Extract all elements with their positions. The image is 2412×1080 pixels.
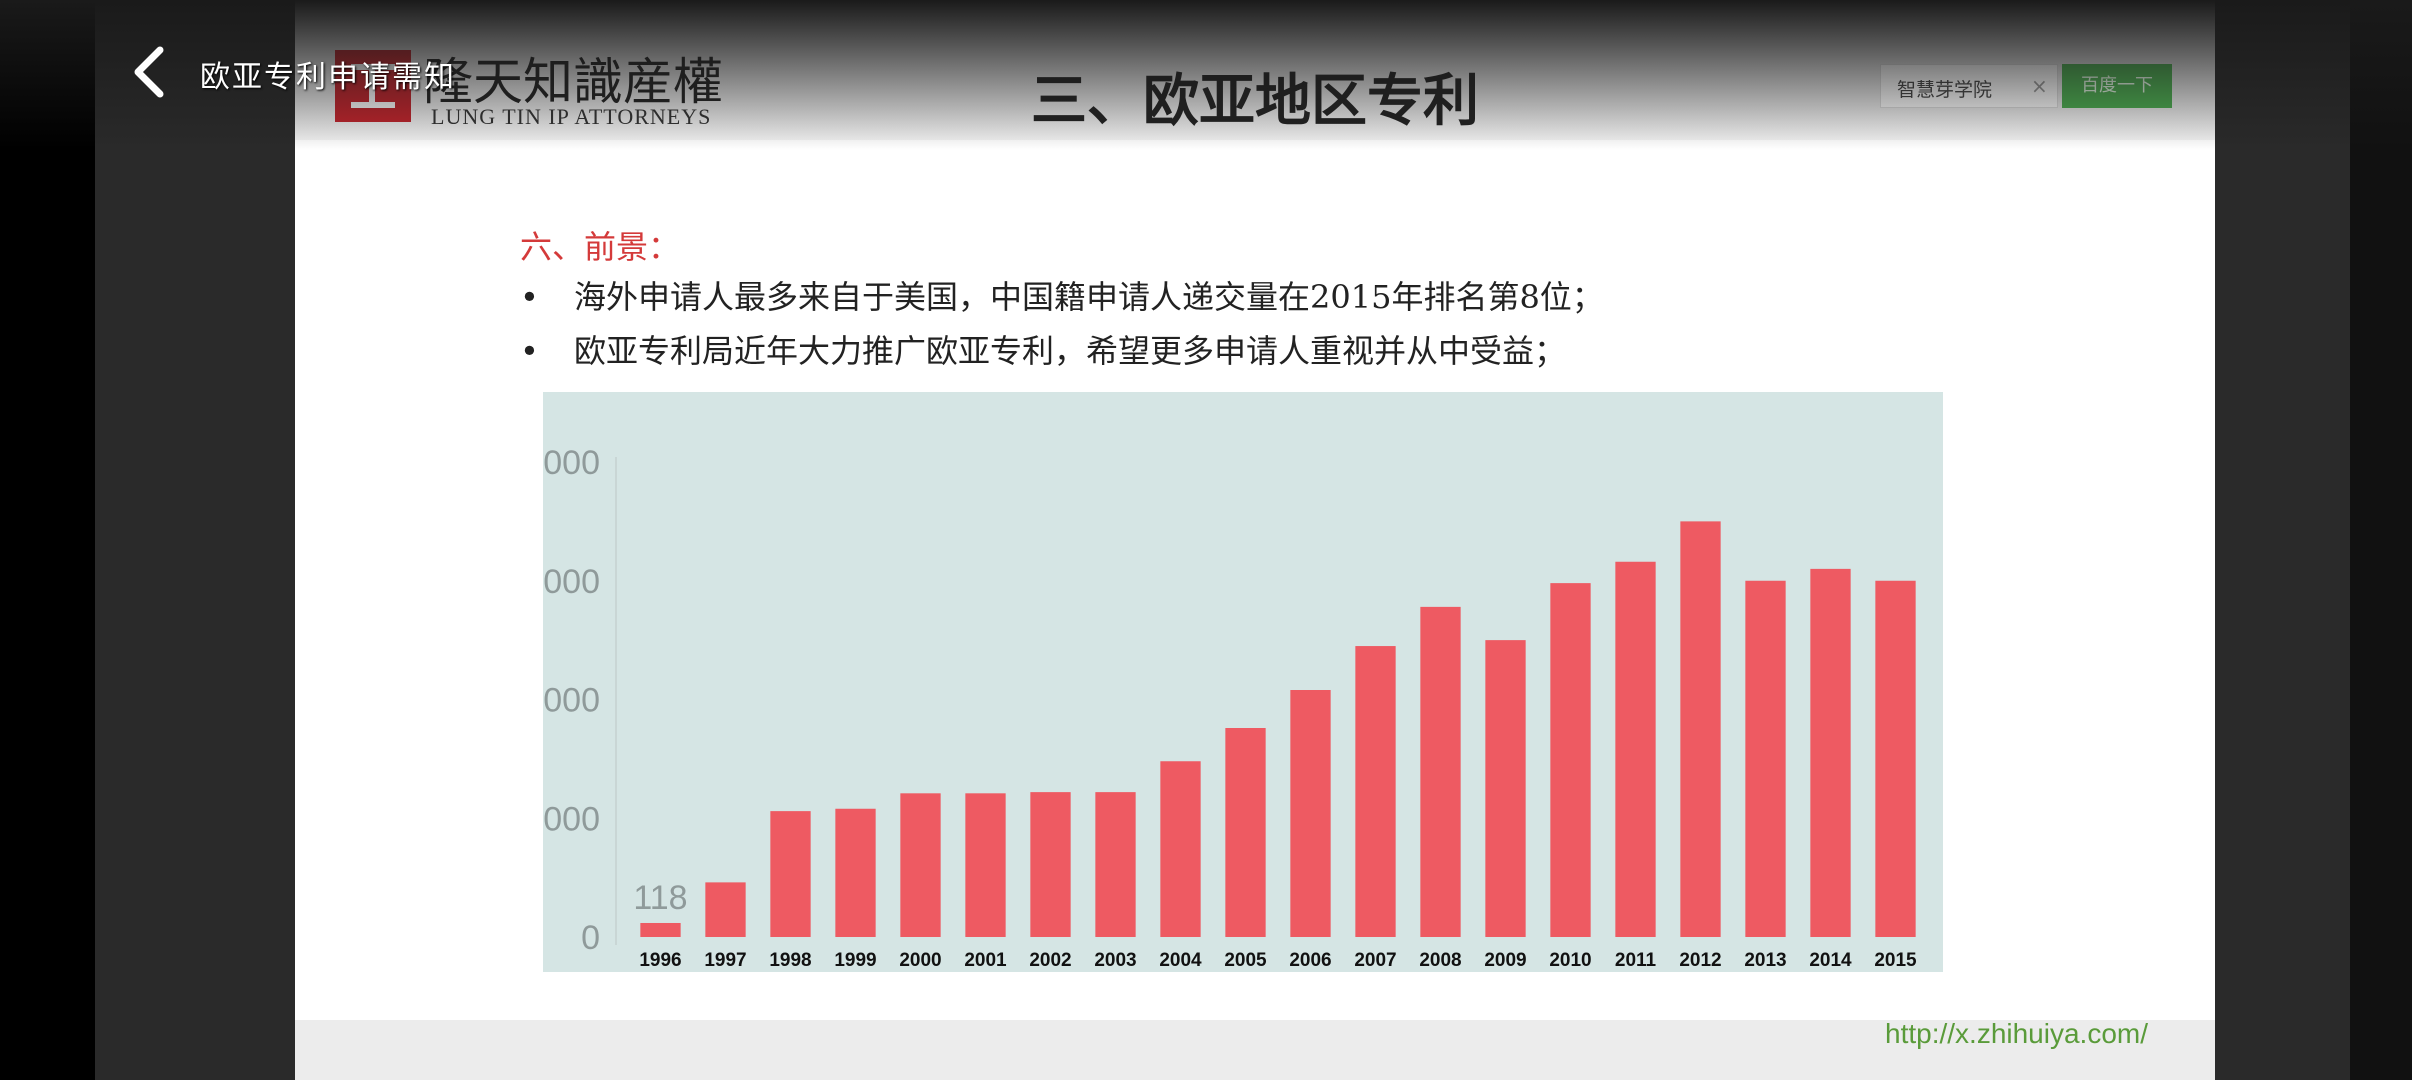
footer-url[interactable]: http://x.zhihuiya.com/ [1885,1018,2148,1050]
bar-2011 [1615,562,1655,937]
bar-2002 [1030,792,1070,937]
y-tick-label: 1000 [543,800,600,838]
x-tick-label: 2004 [1159,950,1202,971]
x-tick-label: 2014 [1809,950,1852,971]
x-tick-label: 2001 [964,950,1007,971]
y-tick-label: 3000 [543,563,600,601]
bar-2014 [1810,569,1850,937]
section-heading: 六、前景： [520,222,680,268]
bullet-icon: • [520,278,574,316]
bar-chart: 0 1000 2000 3000 4000 1996 1997 1998 1999 2000 200… [543,392,1943,972]
x-tick-label: 2013 [1744,950,1786,971]
bar-2004 [1160,761,1200,937]
bar-2015 [1875,581,1915,937]
x-tick-label: 2003 [1094,950,1136,971]
x-tick-label: 1996 [639,950,681,971]
x-tick-label: 2010 [1549,950,1591,971]
x-tick-label: 2005 [1224,950,1267,971]
left-black-bar [0,0,95,1080]
bar-2000 [900,793,940,937]
right-black-bar [2350,0,2412,1080]
clear-icon[interactable]: × [2031,74,2048,98]
bar-2006 [1290,690,1330,937]
bar-2012 [1680,521,1720,937]
bullet-icon: • [520,332,574,370]
x-tick-label: 2011 [1615,950,1657,971]
bar-2010 [1550,583,1590,937]
y-tick-label: 2000 [543,682,600,720]
bullet-item: • 欧亚专利局近年大力推广欧亚专利，希望更多申请人重视并从中受益； [520,326,1566,372]
y-tick-label: 0 [581,919,600,957]
search-button[interactable]: 百度一下 [2062,64,2172,108]
bar-2005 [1225,728,1265,937]
bar-2013 [1745,581,1785,937]
bar-1999 [835,809,875,937]
x-tick-label: 2012 [1679,950,1721,971]
bar-1997 [705,882,745,937]
x-tick-label: 2000 [899,950,941,971]
y-tick-label: 4000 [543,444,600,482]
bullet-text: 欧亚专利局近年大力推广欧亚专利，希望更多申请人重视并从中受益； [574,332,1566,370]
bar-1998 [770,811,810,937]
x-tick-label: 1998 [769,950,811,971]
x-tick-label: 2006 [1289,950,1331,971]
x-tick-label: 2007 [1354,950,1396,971]
back-button[interactable] [120,40,180,104]
bar-2008 [1420,607,1460,937]
x-tick-label: 1999 [834,950,876,971]
data-label: 118 [633,879,687,917]
chevron-left-icon [120,40,180,104]
bar-chart-svg: 0 1000 2000 3000 4000 1996 1997 1998 1999 2000 200… [543,392,1943,972]
bullet-text: 海外申请人最多来自于美国，中国籍申请人递交量在2015年排名第8位； [574,278,1604,316]
x-tick-label: 2009 [1484,950,1526,971]
search-input-value: 智慧芽学院 [1897,75,1992,102]
bar-2007 [1355,646,1395,937]
bar-2009 [1485,640,1525,937]
bullet-item: • 海外申请人最多来自于美国，中国籍申请人递交量在2015年排名第8位； [520,272,1604,318]
x-tick-label: 1997 [704,950,746,971]
search-input[interactable]: 智慧芽学院 × [1880,64,2058,108]
slide: 隆天知識産權 LUNG TIN IP ATTORNEYS 三、欧亚地区专利 智慧… [295,0,2215,1080]
bar-1996 [640,923,680,937]
x-tick-label: 2015 [1874,950,1917,971]
x-tick-label: 2008 [1419,950,1461,971]
x-tick-label: 2002 [1029,950,1071,971]
left-gray-bar [95,0,295,1080]
video-title: 欧亚专利申请需知 [200,52,456,96]
bar-2001 [965,793,1005,937]
bar-2003 [1095,792,1135,937]
